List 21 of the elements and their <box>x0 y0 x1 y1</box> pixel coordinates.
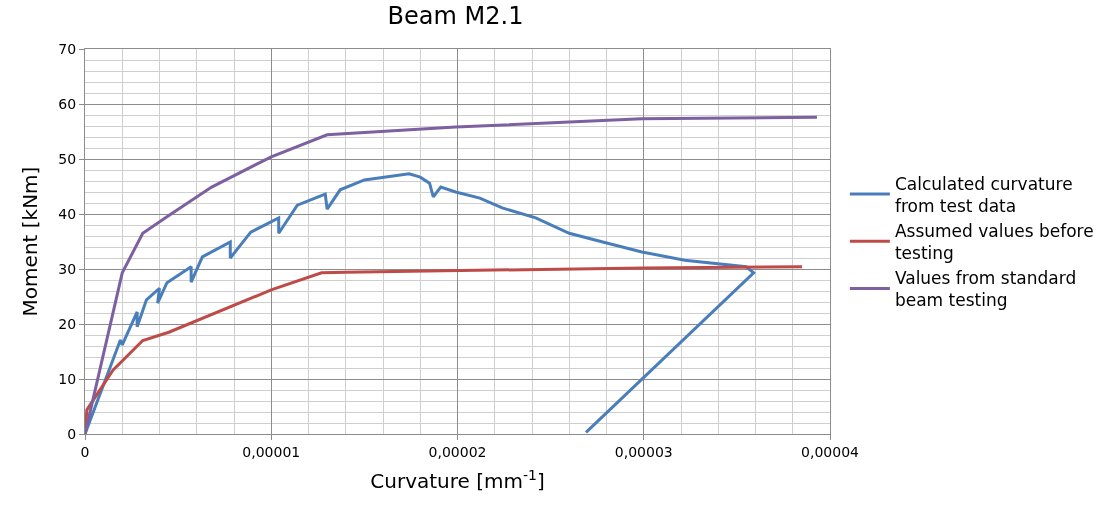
line-series <box>85 115 819 434</box>
line-series <box>85 172 756 434</box>
x-tick-label: 0 <box>80 443 90 460</box>
y-tick-label: 60 <box>58 95 77 112</box>
x-axis-title: Curvature [mm$^{-1}$] <box>370 466 545 494</box>
x-tick-label: 0,00003 <box>614 443 673 460</box>
y-tick-label: 30 <box>58 260 77 277</box>
y-axis-title: Moment [kNm] <box>17 166 42 317</box>
y-tick-label: 10 <box>58 370 77 387</box>
x-tick-label: 0,00004 <box>801 443 860 460</box>
chart-title: Beam M2.1 <box>387 2 524 31</box>
y-tick-label: 40 <box>58 205 77 222</box>
y-tick-label: 70 <box>58 40 77 57</box>
x-tick-label: 0,00002 <box>428 443 487 460</box>
y-tick-label: 0 <box>67 425 77 442</box>
legend-label: Assumed values before testing <box>894 220 1094 263</box>
x-tick-label: 0,00001 <box>242 443 301 460</box>
y-tick-label: 50 <box>58 150 77 167</box>
y-tick-label: 20 <box>58 315 77 332</box>
legend-label: Values from standard beam testing <box>894 268 1077 311</box>
legend-label: Calculated curvature from test data <box>894 173 1073 216</box>
